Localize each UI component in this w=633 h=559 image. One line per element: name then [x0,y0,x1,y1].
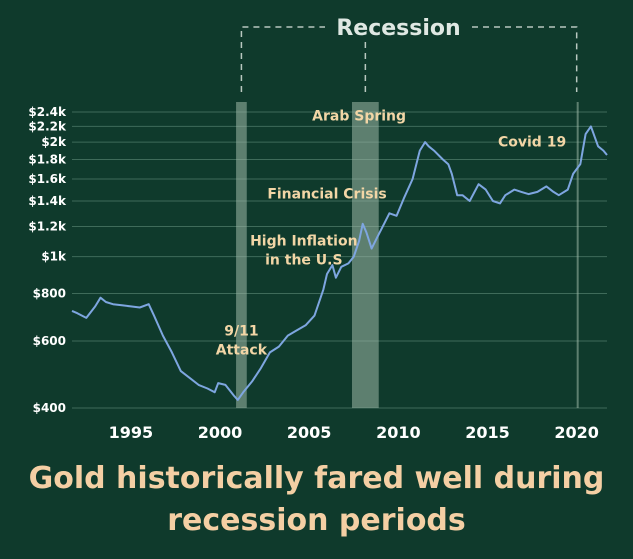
y-tick-label: $1.2k [28,220,67,234]
y-tick-label: $1.8k [28,153,67,167]
recession-bracket: Recession [240,16,578,92]
annotation-0: 9/11 Attack [216,324,268,359]
x-tick-label: 2015 [465,423,510,442]
annotation-line: Attack [216,343,268,359]
annotation-1: High Inflation in the U.S [250,233,357,268]
bracket-left [240,26,325,92]
y-tick-label: $2k [41,135,67,149]
x-tick-label: 2010 [376,423,421,442]
x-tick-label: 2000 [198,423,243,442]
annotation-line: Covid 19 [498,134,566,150]
y-tick-label: $400 [33,401,66,415]
annotation-2: Financial Crisis [267,187,386,203]
gold-price-chart: Recession $400 $600 $800 $1k $1.2k $1.4k $1.6k… [28,16,608,442]
y-tick-label: $800 [33,286,66,300]
gold-price-line [71,125,608,401]
caption-line-1: Gold historically fared well during [28,461,605,496]
annotation-3: Arab Spring [312,108,406,124]
recession-bands [236,102,579,408]
y-tick-label: $600 [33,334,66,348]
recession-band-2 [576,102,579,408]
annotation-line: Arab Spring [312,108,406,124]
x-tick-label: 1995 [109,423,154,442]
x-axis-tick-labels: 1995 2000 2005 2010 2015 2020 [109,423,599,442]
gridlines [72,111,607,409]
annotation-4: Covid 19 [498,134,566,150]
price-series [71,125,608,401]
chart-caption: Gold historically fared well during rece… [0,458,633,542]
annotation-line: Financial Crisis [267,187,386,203]
bracket-right [472,26,578,92]
y-tick-label: $1k [41,250,67,264]
annotation-line: 9/11 [224,324,258,340]
y-tick-label: $2.2k [28,119,67,133]
recession-label: Recession [336,16,460,41]
caption-line-2: recession periods [167,503,466,538]
y-axis-tick-labels: $400 $600 $800 $1k $1.2k $1.4k $1.6k $1.8k $2k $2… [28,105,67,415]
annotation-line: High Inflation [250,233,357,249]
x-tick-label: 2020 [554,423,599,442]
x-tick-label: 2005 [287,423,332,442]
annotations: 9/11 Attack High Inflation in the U.S Financ… [216,108,566,358]
y-tick-label: $2.4k [28,105,67,119]
annotation-line: in the U.S [265,252,342,268]
recession-band-1 [351,102,379,408]
recession-band-0 [236,102,247,408]
y-tick-label: $1.6k [28,172,67,186]
y-tick-label: $1.4k [28,194,67,208]
